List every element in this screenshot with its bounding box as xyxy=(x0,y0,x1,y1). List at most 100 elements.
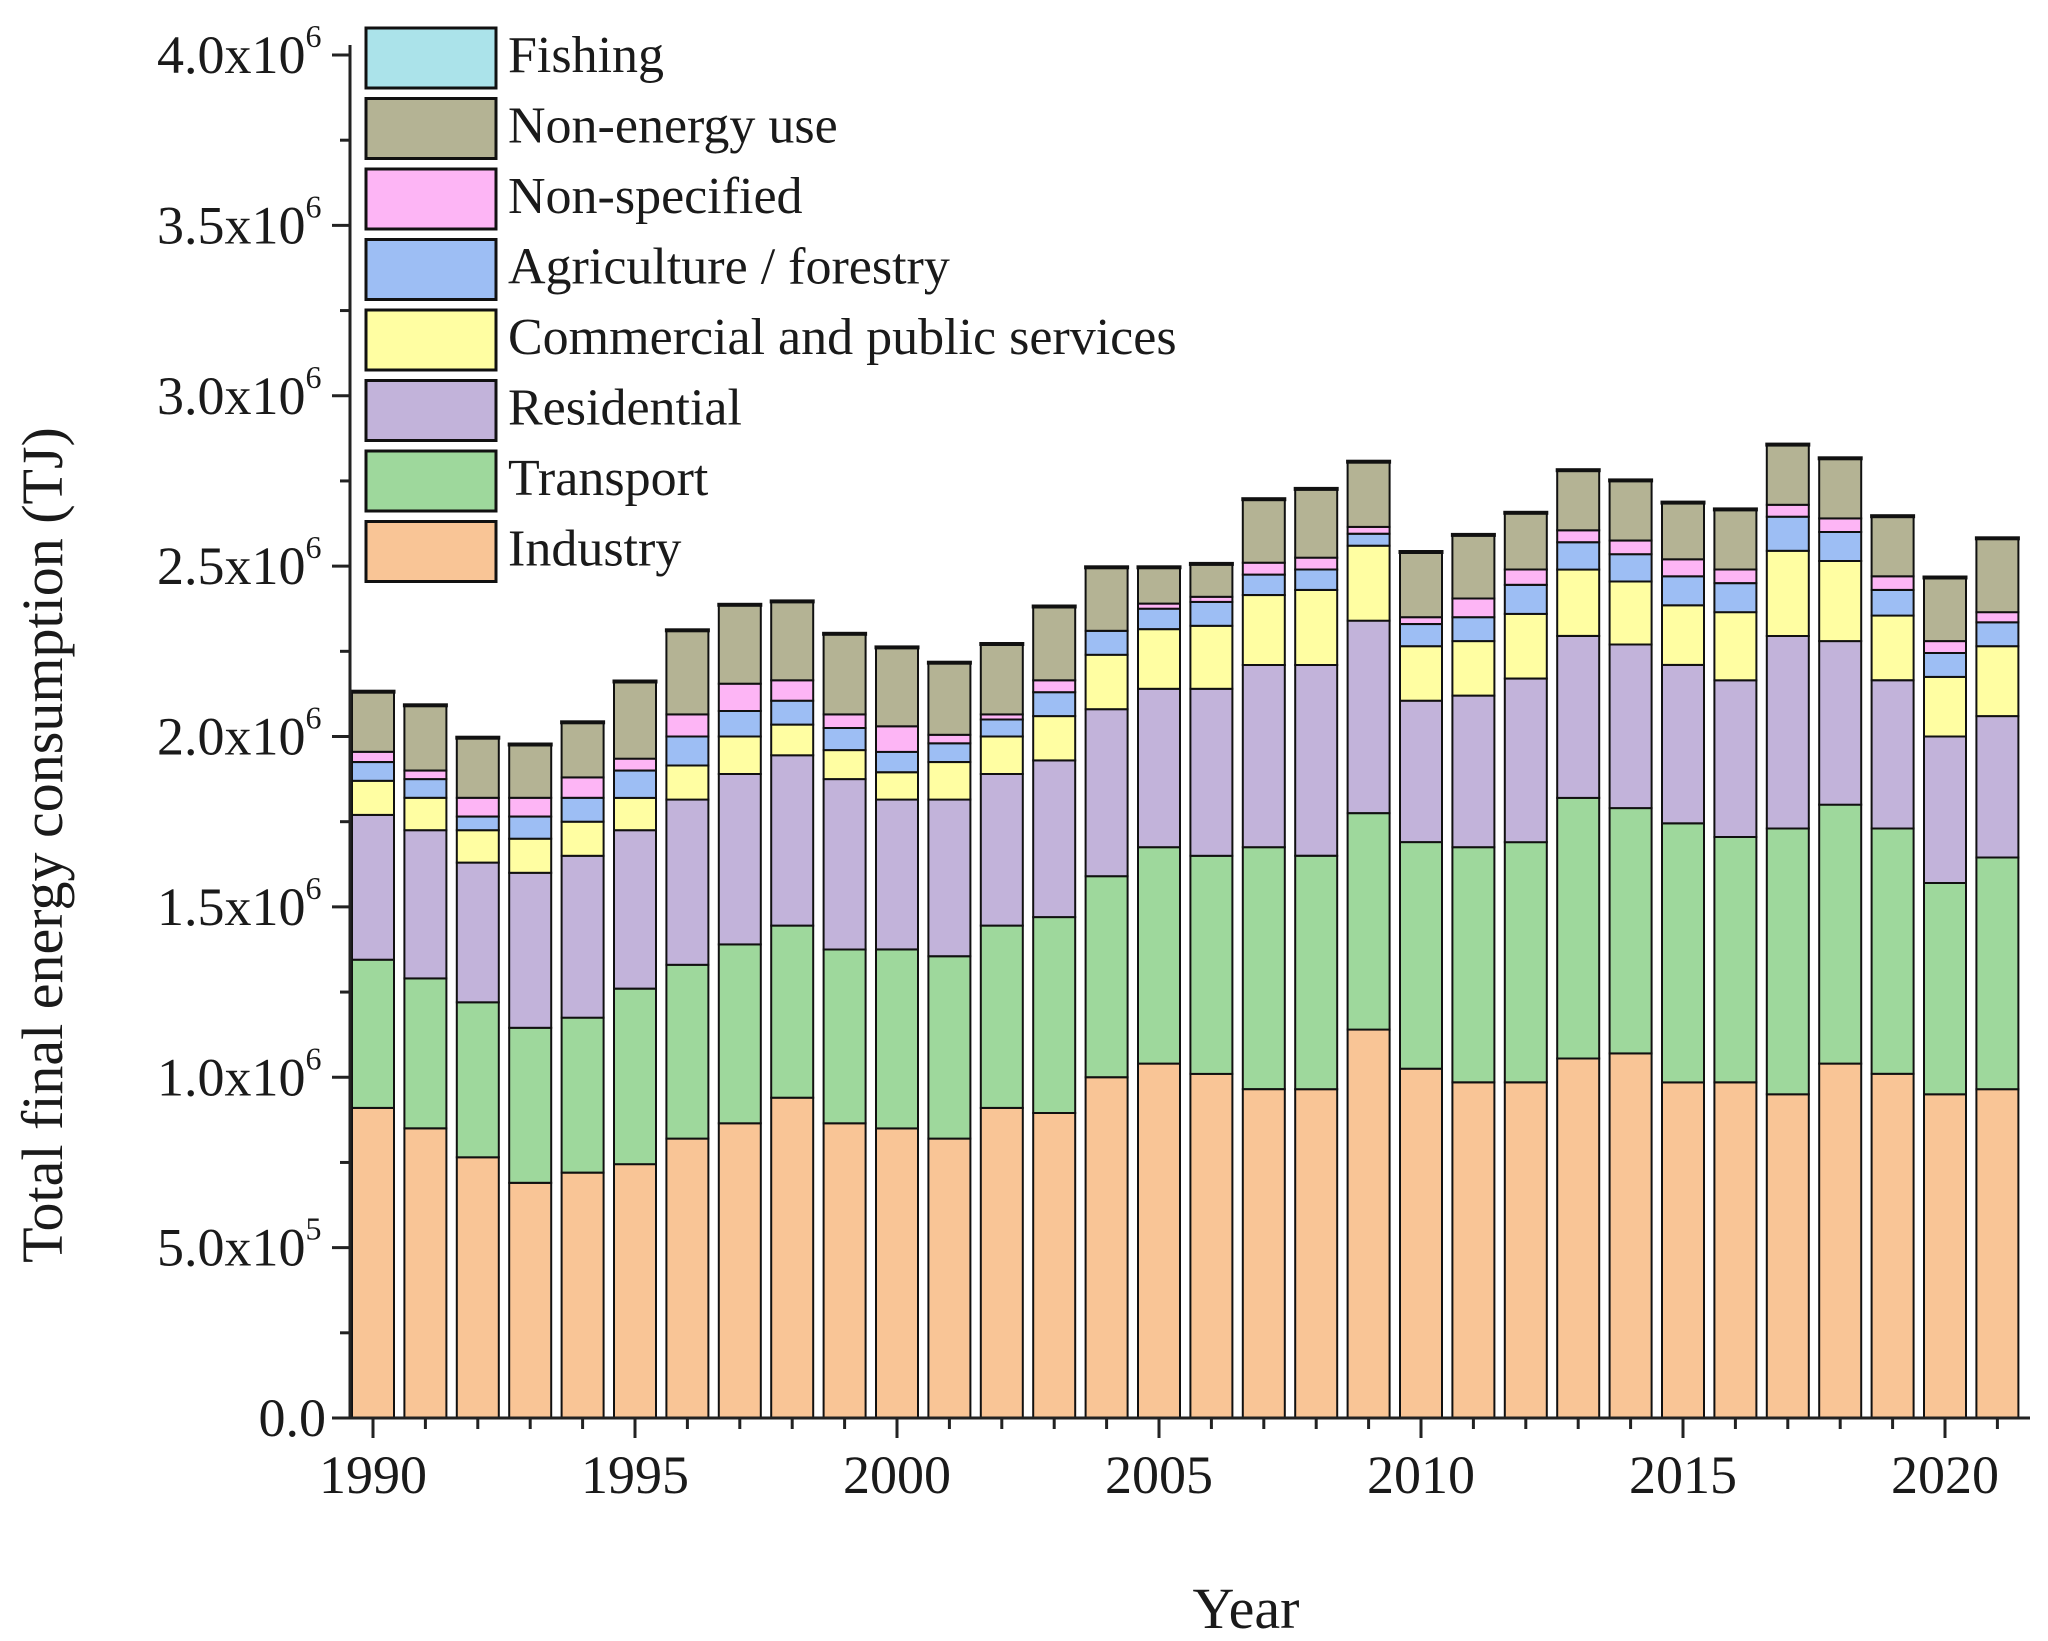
bar-segment-agriculture-forestry-1999 xyxy=(822,727,867,752)
bar-segment-commercial-and-public-services-2020 xyxy=(1923,675,1967,738)
legend-swatch-non-energy-use xyxy=(364,97,498,160)
bar-segment-industry-2018 xyxy=(1818,1062,1863,1419)
bar-segment-commercial-and-public-services-1995 xyxy=(613,796,657,832)
bar-segment-transport-2008 xyxy=(1294,854,1339,1091)
bar-segment-transport-2003 xyxy=(1032,916,1077,1114)
legend-label-fishing: Fishing xyxy=(508,27,664,84)
bar-segment-fishing-2009 xyxy=(1346,459,1392,464)
bar-segment-non-energy-use-2010 xyxy=(1399,551,1443,619)
y-tick-label: 0.0 xyxy=(259,1388,327,1448)
bar-segment-transport-1991 xyxy=(403,977,448,1130)
bar-segment-transport-2009 xyxy=(1346,812,1391,1031)
legend-swatch-commercial-and-public-services xyxy=(364,308,498,372)
bar-segment-industry-2009 xyxy=(1346,1028,1391,1419)
bar-segment-residential-2006 xyxy=(1189,687,1234,857)
bar-segment-transport-1995 xyxy=(613,987,657,1166)
bar-segment-non-specified-1999 xyxy=(822,713,867,730)
bar-segment-fishing-1992 xyxy=(455,735,501,740)
bar-segment-industry-2014 xyxy=(1608,1052,1653,1420)
bar-segment-non-specified-1994 xyxy=(560,776,605,799)
bar-segment-agriculture-forestry-2014 xyxy=(1608,553,1653,583)
y-tick-label: 2.0x106 xyxy=(157,700,326,767)
x-tick-label: 2000 xyxy=(843,1445,951,1505)
x-tick-label: 1995 xyxy=(581,1445,689,1505)
bar-segment-fishing-2004 xyxy=(1084,565,1130,570)
legend-swatch-industry xyxy=(364,520,498,583)
bar-segment-fishing-2010 xyxy=(1398,550,1444,554)
bar-segment-fishing-2015 xyxy=(1660,500,1706,505)
bar-segment-commercial-and-public-services-2003 xyxy=(1032,715,1077,762)
bar-segment-residential-1995 xyxy=(613,829,657,990)
x-tick-label: 2020 xyxy=(1891,1445,1999,1505)
bar-segment-fishing-2008 xyxy=(1293,486,1339,491)
bar-segment-non-specified-1996 xyxy=(665,713,710,738)
bar-segment-fishing-2019 xyxy=(1870,514,1916,519)
bar-segment-agriculture-forestry-2008 xyxy=(1294,568,1339,591)
bar-segment-commercial-and-public-services-2012 xyxy=(1503,612,1548,680)
bar-segment-non-energy-use-2002 xyxy=(979,643,1024,716)
bar-segment-commercial-and-public-services-1992 xyxy=(455,829,500,864)
bar-segment-non-energy-use-2015 xyxy=(1661,502,1705,561)
x-tick-label: 2015 xyxy=(1629,1445,1737,1505)
bar-segment-commercial-and-public-services-2015 xyxy=(1661,604,1705,666)
bar-segment-non-energy-use-1994 xyxy=(560,721,605,779)
bar-segment-transport-2002 xyxy=(979,924,1024,1109)
bar-segment-residential-1991 xyxy=(403,829,448,980)
bar-segment-non-energy-use-1998 xyxy=(770,600,815,682)
bar-segment-industry-2005 xyxy=(1137,1062,1181,1419)
bar-segment-agriculture-forestry-2009 xyxy=(1346,532,1391,547)
bar-segment-residential-2019 xyxy=(1870,679,1915,830)
bar-segment-residential-2021 xyxy=(1975,715,2020,859)
bar-segment-non-specified-2021 xyxy=(1975,611,2020,624)
bar-segment-industry-2015 xyxy=(1661,1081,1705,1420)
bar-segment-residential-2015 xyxy=(1661,663,1705,825)
bar-segment-fishing-2002 xyxy=(979,642,1025,646)
bar-segment-non-specified-1997 xyxy=(717,682,762,713)
bar-segment-residential-2016 xyxy=(1713,679,1758,838)
bar-segment-industry-2020 xyxy=(1923,1093,1967,1420)
bar-segment-industry-2007 xyxy=(1241,1088,1286,1419)
bar-segment-transport-2020 xyxy=(1923,882,1967,1096)
bar-segment-industry-2008 xyxy=(1294,1088,1339,1419)
bar-segment-industry-1998 xyxy=(770,1096,815,1419)
bar-segment-transport-1990 xyxy=(351,958,395,1109)
bar-segment-transport-2005 xyxy=(1137,846,1181,1065)
bar-segment-non-specified-1991 xyxy=(403,769,448,781)
bar-segment-non-specified-1993 xyxy=(508,796,553,818)
bar-segment-commercial-and-public-services-2010 xyxy=(1399,645,1443,702)
bar-segment-transport-2007 xyxy=(1241,846,1286,1091)
y-tick-label: 4.0x106 xyxy=(157,18,326,85)
bar-segment-commercial-and-public-services-2016 xyxy=(1713,611,1758,682)
bar-segment-fishing-2005 xyxy=(1136,565,1182,570)
bar-segment-industry-1991 xyxy=(403,1127,448,1420)
bar-segment-fishing-1998 xyxy=(769,599,815,604)
bar-segment-agriculture-forestry-1993 xyxy=(508,815,553,840)
bar-segment-fishing-2011 xyxy=(1450,532,1496,537)
bar-segment-residential-1990 xyxy=(351,813,395,961)
bar-segment-transport-1994 xyxy=(560,1016,605,1174)
bar-segment-non-specified-2013 xyxy=(1556,529,1601,544)
bar-segment-commercial-and-public-services-1990 xyxy=(351,779,395,816)
bar-segment-residential-2002 xyxy=(979,773,1024,927)
bar-segment-industry-1994 xyxy=(560,1171,605,1419)
bar-segment-non-specified-2020 xyxy=(1923,640,1967,654)
bar-segment-agriculture-forestry-1996 xyxy=(665,735,710,767)
bar-segment-agriculture-forestry-2000 xyxy=(875,750,919,774)
bar-segment-commercial-and-public-services-2002 xyxy=(979,735,1024,775)
bar-segment-transport-1998 xyxy=(770,924,815,1099)
bar-segment-agriculture-forestry-2002 xyxy=(979,718,1024,738)
bar-segment-non-energy-use-2001 xyxy=(927,662,972,736)
bar-segment-fishing-2016 xyxy=(1712,507,1758,512)
legend-label-non-specified: Non-specified xyxy=(508,168,803,225)
bar-segment-agriculture-forestry-2012 xyxy=(1503,583,1548,615)
bar-segment-agriculture-forestry-1992 xyxy=(455,815,500,832)
bar-segment-commercial-and-public-services-1997 xyxy=(717,735,762,775)
bar-segment-residential-2009 xyxy=(1346,619,1391,815)
bar-segment-non-energy-use-1991 xyxy=(403,704,448,772)
bar-segment-transport-2010 xyxy=(1399,841,1443,1070)
bar-segment-industry-2012 xyxy=(1503,1081,1548,1420)
bar-segment-non-energy-use-2021 xyxy=(1975,537,2020,614)
bar-segment-transport-2012 xyxy=(1503,841,1548,1084)
legend-label-agriculture-forestry: Agriculture / forestry xyxy=(508,239,950,296)
bar-segment-non-specified-2001 xyxy=(927,733,972,745)
